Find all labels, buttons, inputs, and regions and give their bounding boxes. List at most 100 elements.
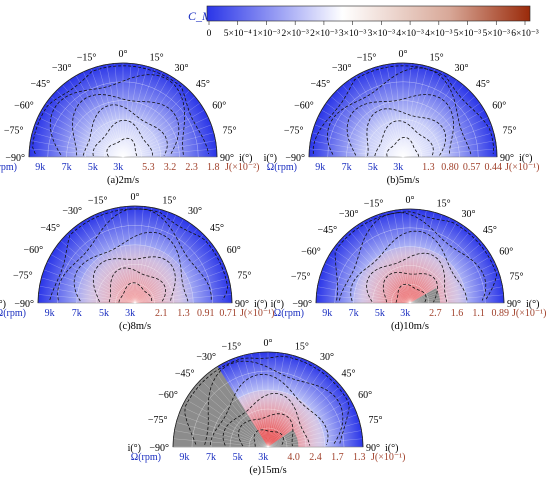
colorbar-tick-label: 0 [207, 29, 212, 39]
grid-spoke [330, 96, 404, 158]
j-tick-label: 0.44 [484, 162, 502, 173]
contour-line [382, 272, 439, 303]
grid-spoke [349, 230, 411, 304]
grid-ring [95, 263, 175, 304]
angle-tick-label: −15° [364, 199, 384, 210]
panel-caption: (e)15m/s [249, 465, 286, 476]
omega-axis-label: Ω(rpm) [0, 162, 17, 173]
angle-tick-label: 0° [264, 338, 273, 349]
grid-spoke [317, 117, 404, 158]
angle-tick-label: 75° [509, 271, 523, 282]
contour-line [350, 230, 468, 302]
angle-tick-label: −90° [292, 299, 312, 310]
contour-line [204, 360, 344, 445]
grid-spoke [409, 214, 443, 304]
contour-line [72, 94, 180, 156]
grid-spoke [41, 109, 124, 158]
grid-spoke [402, 117, 489, 158]
omega-axis-label: Ω(rpm) [0, 308, 26, 319]
contour-line [312, 65, 495, 154]
j-tick-label: 1.7 [331, 452, 344, 463]
grid-ring [390, 284, 430, 304]
grid-spoke [324, 263, 411, 304]
contour-line [253, 429, 284, 447]
grid-spoke [336, 90, 404, 158]
omega-tick-label: 7k [342, 162, 352, 173]
angle-tick-label: −75° [148, 415, 168, 426]
angle-tick-label: −45° [318, 225, 338, 236]
angle-tick-label: −30° [196, 352, 216, 363]
j-tick-label: 1.6 [451, 308, 464, 319]
omega-tick-label: 5k [375, 308, 385, 319]
grid-spoke [122, 79, 178, 158]
grid-ring [346, 100, 460, 158]
omega-tick-label: 3k [393, 162, 403, 173]
grid-ring [383, 138, 423, 158]
grid-spoke [402, 75, 451, 158]
angle-tick-label: 0° [406, 195, 415, 206]
omega-tick-label: 9k [322, 308, 332, 319]
angle-tick-label: 45° [483, 225, 497, 236]
grid-spoke [134, 234, 204, 304]
grid-ring [57, 225, 213, 304]
grid-spoke [377, 214, 411, 304]
grid-spoke [213, 369, 269, 448]
grid-spoke [56, 90, 124, 158]
polar-panel: −90° −75° −60° −45°−30° −15° 0° 15° 30° 45°60° 75… [0, 49, 259, 186]
omega-tick-label: 3k [125, 308, 135, 319]
omega-tick-label: 5k [233, 452, 243, 463]
grid-spoke [393, 210, 411, 304]
grid-ring [76, 244, 194, 304]
colorbar: C_Mx 0 5×10⁻⁴ 1×10⁻³ 2×10⁻³ 2×10⁻³ 3×10⁻³ 3×10… [188, 5, 539, 39]
grid-spoke [86, 218, 136, 304]
grid-spoke [402, 84, 464, 158]
j-tick-label: 1.3 [422, 162, 435, 173]
contour-line [238, 413, 294, 447]
polar-outline [308, 62, 498, 158]
angle-tick-label: 15° [437, 199, 451, 210]
angle-tick-label: −75° [284, 125, 304, 136]
j-tick-label: 0.91 [197, 308, 215, 319]
grid-spoke [409, 209, 419, 304]
polar-outline [315, 208, 505, 304]
grid-spoke [134, 269, 227, 304]
angle-tick-label: 15° [295, 342, 309, 353]
grid-spoke [134, 294, 232, 304]
grid-spoke [409, 294, 504, 304]
contour-line [82, 104, 168, 156]
grid-spoke [173, 438, 269, 448]
polar-panel: −90° −75° −60° −45°−30° −15° 0° 15° 30° 45°60° 75… [0, 192, 274, 332]
grid-spoke [409, 278, 501, 304]
colorbar-tick-label: 6×10⁻³ [511, 29, 539, 39]
grid-ring [353, 246, 467, 304]
grid-ring [248, 427, 288, 448]
grid-spoke [370, 68, 404, 158]
angle-tick-label: 75° [222, 125, 236, 136]
j-axis-label: J(×10⁻¹) [240, 308, 274, 319]
grid-spoke [101, 211, 136, 304]
grid-spoke [355, 225, 411, 304]
contour-line [32, 65, 210, 155]
angle-tick-label: −90° [149, 443, 169, 454]
grid-spoke [243, 355, 269, 448]
j-tick-label: 0.80 [441, 162, 459, 173]
grid-spoke [402, 124, 492, 158]
colorbar-tick-label: 4×10⁻³ [425, 29, 453, 39]
omega-tick-label: 3k [113, 162, 123, 173]
angle-tick-label: 90° [235, 299, 249, 310]
colorbar-gradient [206, 5, 531, 22]
angle-tick-label: 45° [476, 79, 490, 90]
polar-panel: −90° −75° −60° −45°−30° −15° 0° 15° 30° 45°60° 75… [264, 49, 540, 186]
grid-spoke [195, 385, 269, 448]
polar-panel: −90° −75° −60° −45°−30° −15° 0° 15° 30° 45°60° 75… [271, 195, 547, 332]
grid-spoke [55, 247, 136, 304]
colorbar-tick-label: 2×10⁻³ [310, 29, 338, 39]
grid-spoke [50, 96, 124, 158]
grid-spoke [134, 211, 169, 304]
grid-spoke [114, 63, 124, 158]
contour-line [106, 137, 138, 157]
high-coefficient-region [353, 246, 467, 303]
grid-spoke [385, 212, 411, 304]
contour-line [395, 283, 427, 303]
j-tick-label: 3.2 [164, 162, 177, 173]
